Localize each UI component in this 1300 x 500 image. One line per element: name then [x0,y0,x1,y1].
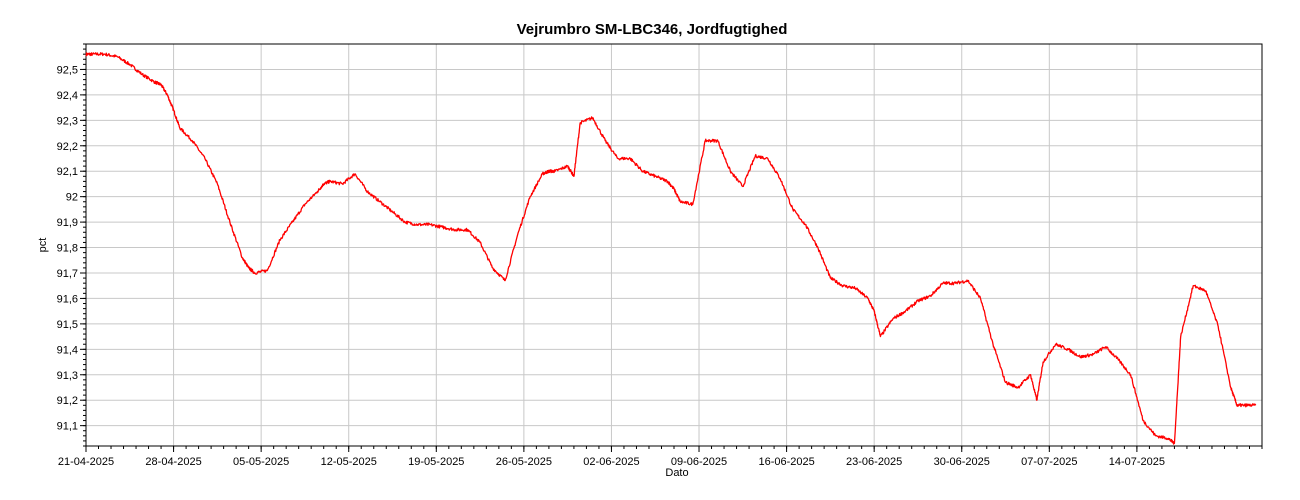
y-tick-label: 91,7 [57,268,78,280]
y-tick-label: 91,4 [57,344,78,356]
x-tick-label: 14-07-2025 [1109,456,1165,468]
x-tick-label: 02-06-2025 [583,456,639,468]
x-tick-label: 19-05-2025 [408,456,464,468]
y-tick-label: 91,6 [57,293,78,305]
x-tick-label: 26-05-2025 [496,456,552,468]
y-tick-label: 91,2 [57,395,78,407]
x-tick-label: 16-06-2025 [758,456,814,468]
y-tick-label: 91,1 [57,421,78,433]
y-tick-label: 92,3 [57,115,78,127]
plot-frame [85,43,1263,447]
series-line-soil-moisture [85,52,1257,445]
y-tick-label: 92,4 [57,90,78,102]
y-tick-label: 91,5 [57,319,78,331]
y-tick-label: 92,5 [57,64,78,76]
y-tick-label: 92 [66,192,78,204]
y-axis-label: pct [37,238,49,253]
chart-title: Vejrumbro SM-LBC346, Jordfugtighed [517,21,788,38]
x-tick-label: 09-06-2025 [671,456,727,468]
y-tick-label: 91,8 [57,243,78,255]
y-tick-label: 92,1 [57,166,78,178]
x-tick-label: 12-05-2025 [321,456,377,468]
x-tick-label: 28-04-2025 [145,456,201,468]
y-tick-label: 91,3 [57,370,78,382]
x-axis: 21-04-2025 28-04-2025 05-05-2025 12-05-2025… [58,446,1263,468]
y-tick-label: 92,2 [57,141,78,153]
x-tick-label: 30-06-2025 [934,456,990,468]
y-tick-label: 91,9 [57,217,78,229]
grid [85,44,1262,446]
x-tick-label: 23-06-2025 [846,456,902,468]
x-axis-label: Dato [665,467,688,479]
x-tick-label: 07-07-2025 [1021,456,1077,468]
x-tick-label: 05-05-2025 [233,456,289,468]
y-axis: 91,1 91,2 91,3 91,4 91,5 91,6 91,7 91,8 91,9 92 92… [57,43,86,447]
x-tick-label: 21-04-2025 [58,456,114,468]
